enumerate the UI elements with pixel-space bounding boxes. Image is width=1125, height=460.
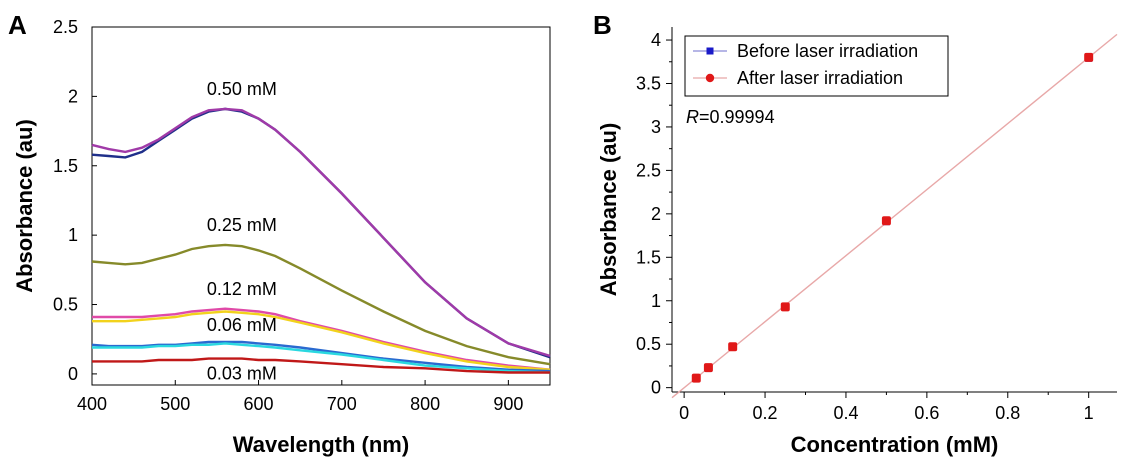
panel-a-annotations: 0.50 mM 0.25 mM 0.12 mM 0.06 mM 0.03 mM [207, 79, 277, 383]
panel-b: B 0 0.2 0.4 0.6 0.8 1 0 0.5 1 1.5 2 2.5 3 3.5 4 Conce… [593, 10, 1118, 457]
x-tick-label: 500 [160, 394, 190, 414]
after-irradiation-point [1084, 52, 1094, 62]
x-tick-label: 0.4 [833, 403, 858, 423]
legend-label: After laser irradiation [737, 68, 903, 88]
y-tick-label: 0.5 [636, 334, 661, 354]
r-symbol: R [686, 107, 699, 127]
concentration-annotation: 0.12 mM [207, 279, 277, 299]
after-irradiation-point [728, 342, 738, 352]
after-irradiation-point [881, 216, 891, 226]
panel-b-y-axis-ticks: 0 0.5 1 1.5 2 2.5 3 3.5 4 [636, 30, 672, 398]
panel-b-legend: Before laser irradiation After laser irra… [684, 35, 949, 97]
y-tick-label: 1 [68, 225, 78, 245]
spectrum-line-4 [92, 307, 551, 371]
x-tick-label: 900 [493, 394, 523, 414]
after-irradiation-point [780, 302, 790, 312]
x-tick-label: 800 [410, 394, 440, 414]
concentration-annotation: 0.06 mM [207, 315, 277, 335]
legend-square-marker [706, 47, 714, 55]
y-tick-label: 0 [68, 364, 78, 384]
panel-b-y-axis-label: Absorbance (au) [596, 123, 621, 297]
y-tick-label: 2.5 [53, 17, 78, 37]
concentration-annotation: 0.50 mM [207, 79, 277, 99]
spectrum-line-5 [92, 310, 551, 371]
panel-b-plot-area [671, 27, 1118, 399]
y-tick-label: 2.5 [636, 160, 661, 180]
x-tick-label: 400 [77, 394, 107, 414]
spectrum-line-8 [92, 357, 550, 374]
r-value: =0.99994 [699, 107, 775, 127]
y-tick-label: 3.5 [636, 73, 661, 93]
x-tick-label: 0.8 [995, 403, 1020, 423]
x-tick-label: 600 [244, 394, 274, 414]
panel-a: A 400 500 600 700 800 900 0 0.5 1 1.5 2 2.5 Wavele… [8, 10, 551, 457]
y-tick-label: 0 [651, 378, 661, 398]
panel-a-y-axis-label: Absorbance (au) [12, 119, 37, 293]
panel-b-x-axis-label: Concentration (mM) [791, 432, 999, 457]
after-irradiation-point [703, 363, 713, 373]
legend-circle-marker [705, 73, 715, 83]
y-tick-label: 1 [651, 291, 661, 311]
x-tick-label: 1 [1084, 403, 1094, 423]
y-tick-label: 0.5 [53, 295, 78, 315]
panel-b-label: B [593, 10, 612, 40]
y-tick-label: 3 [651, 117, 661, 137]
y-tick-label: 1.5 [53, 156, 78, 176]
spectrum-line-3 [91, 243, 551, 366]
linear-fit-line [671, 33, 1118, 399]
panel-a-plot-area [91, 26, 551, 386]
spectrum-line-2 [91, 107, 551, 358]
panel-a-y-axis-ticks: 0 0.5 1 1.5 2 2.5 [53, 17, 97, 384]
panel-a-label: A [8, 10, 27, 40]
spectrum-line-7 [92, 342, 551, 374]
panel-a-frame [91, 26, 551, 386]
spectrum-line-1 [91, 107, 551, 359]
after-irradiation-point [691, 373, 701, 383]
y-tick-label: 1.5 [636, 247, 661, 267]
panel-b-r-annotation: R=0.99994 [686, 107, 775, 127]
concentration-annotation: 0.25 mM [207, 215, 277, 235]
legend-box [684, 35, 949, 97]
panel-b-x-axis-ticks: 0 0.2 0.4 0.6 0.8 1 [679, 392, 1094, 423]
panel-a-x-axis-label: Wavelength (nm) [233, 432, 409, 457]
spectrum-line-6 [91, 340, 551, 373]
legend-label: Before laser irradiation [737, 41, 918, 61]
x-tick-label: 0 [679, 403, 689, 423]
panel-a-x-axis-ticks: 400 500 600 700 800 900 [77, 380, 523, 414]
y-tick-label: 2 [651, 204, 661, 224]
y-tick-label: 2 [68, 86, 78, 106]
concentration-annotation: 0.03 mM [207, 363, 277, 383]
x-tick-label: 0.2 [753, 403, 778, 423]
y-tick-label: 4 [651, 30, 661, 50]
x-tick-label: 0.6 [914, 403, 939, 423]
x-tick-label: 700 [327, 394, 357, 414]
